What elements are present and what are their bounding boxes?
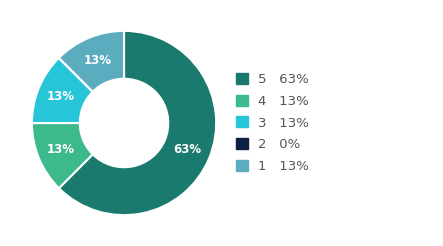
Text: 13%: 13% [84,53,112,66]
Wedge shape [32,58,93,123]
Text: 13%: 13% [47,143,75,156]
Legend: 5   63%, 4   13%, 3   13%, 2   0%, 1   13%: 5 63%, 4 13%, 3 13%, 2 0%, 1 13% [236,73,309,173]
Wedge shape [59,58,93,92]
Wedge shape [32,123,93,188]
Text: 63%: 63% [173,143,201,155]
Wedge shape [59,31,124,92]
Text: 13%: 13% [47,91,75,103]
Wedge shape [59,31,216,215]
